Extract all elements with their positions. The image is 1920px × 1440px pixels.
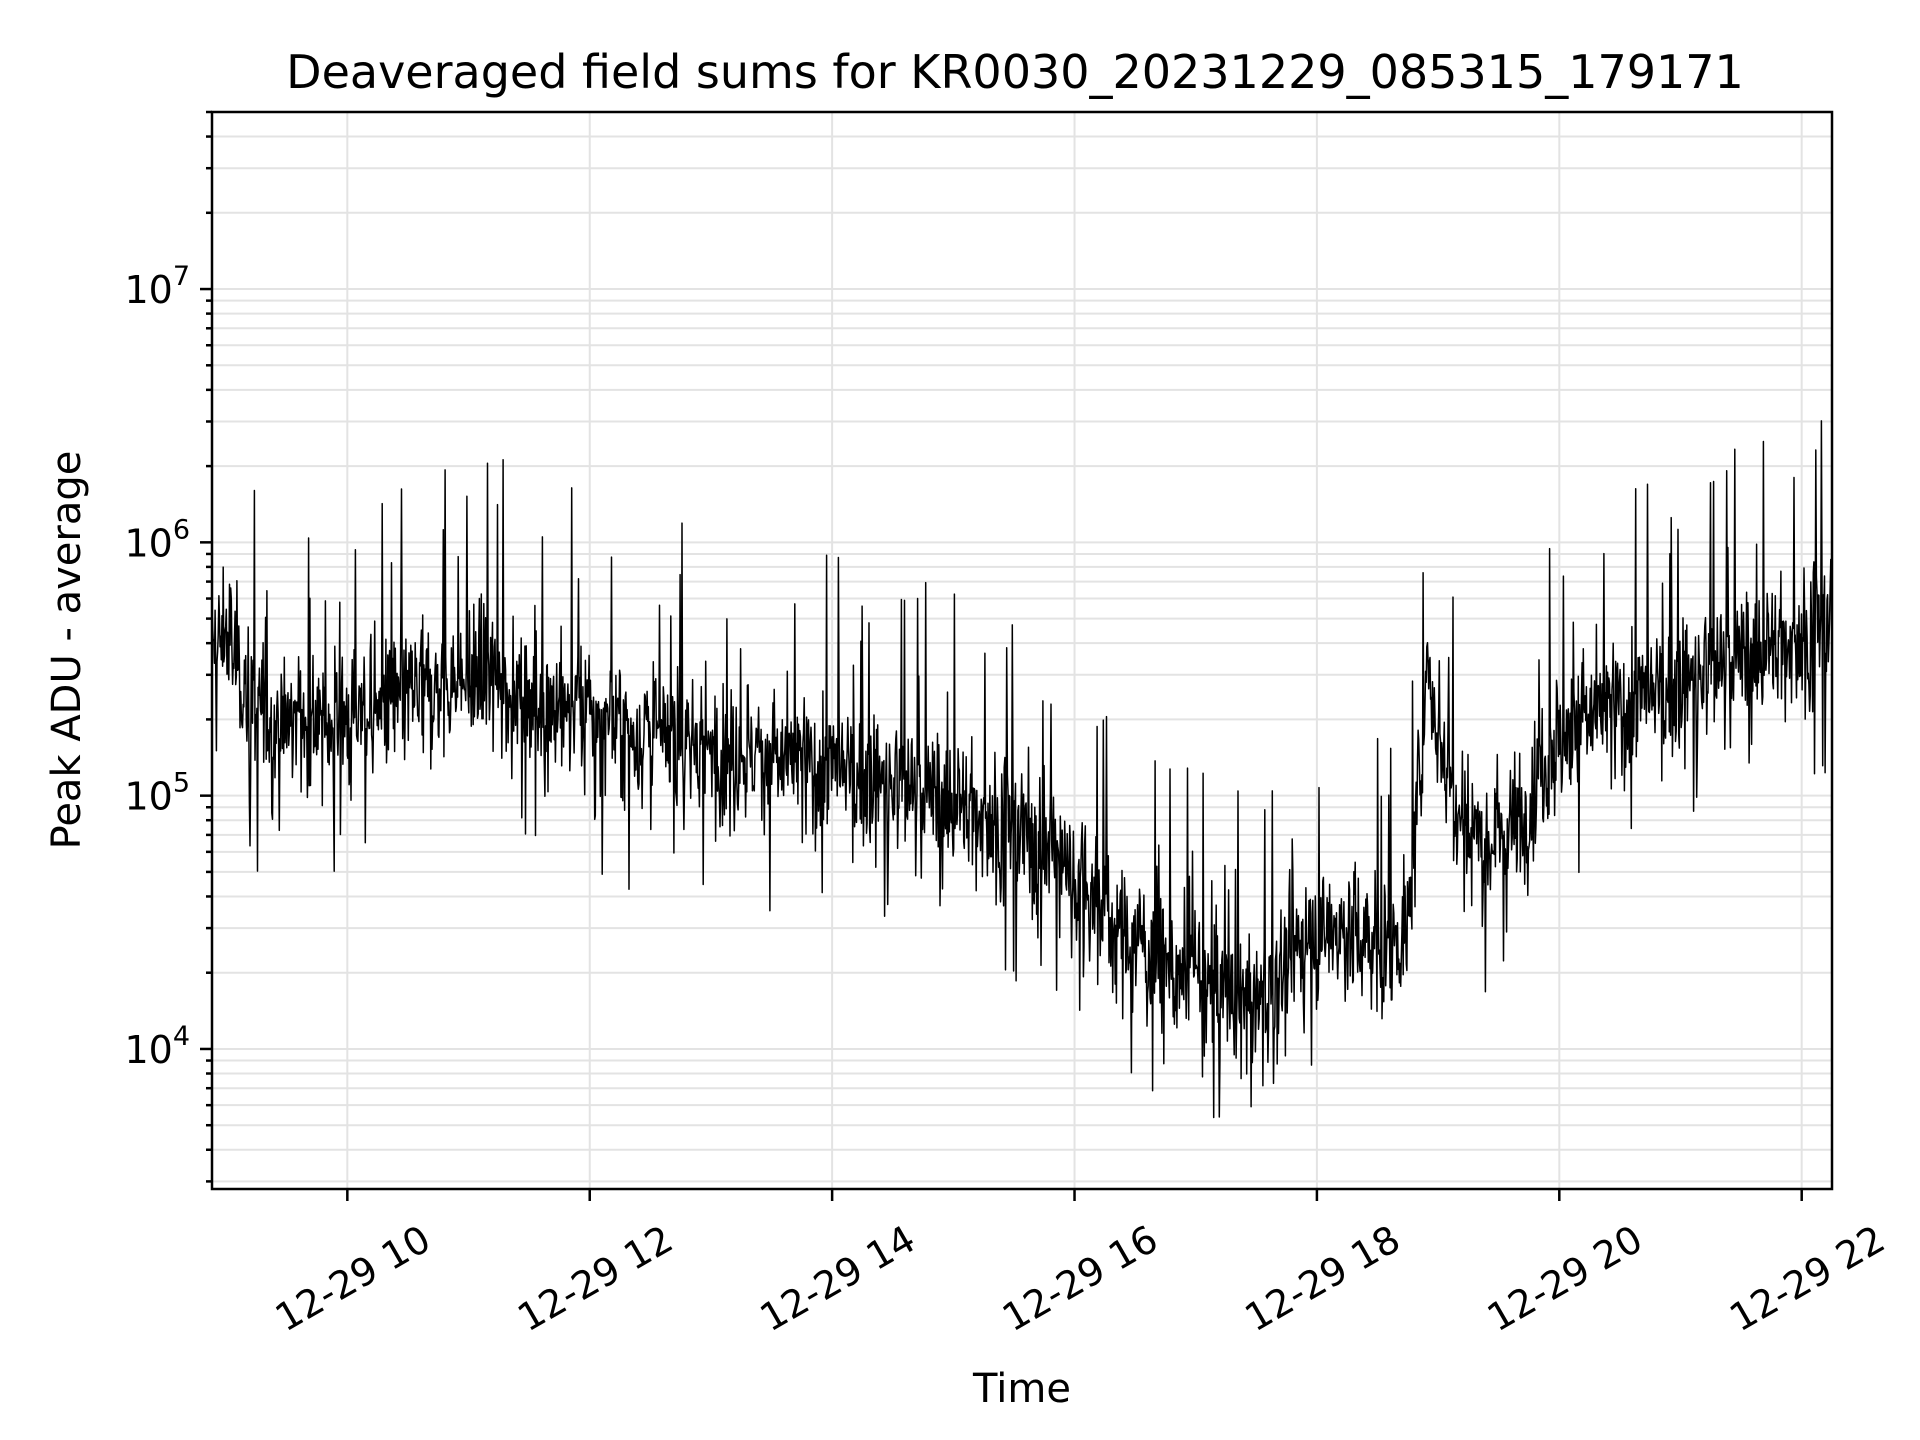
y-tick-label: 107 [124, 261, 190, 312]
x-tick-label: 12-29 10 [268, 1217, 438, 1341]
plot-frame [210, 110, 1834, 1191]
x-tick-label: 12-29 18 [1237, 1217, 1407, 1341]
x-axis-label: Time [972, 1366, 1071, 1412]
x-tick-label: 12-29 16 [995, 1217, 1165, 1341]
plot-area [211, 420, 1833, 1119]
y-tick-exponent: 4 [173, 1021, 190, 1052]
y-tick-base: 10 [124, 775, 172, 819]
x-tick-label: 12-29 12 [510, 1217, 680, 1341]
y-tick-label: 105 [124, 768, 190, 819]
x-tick-label: 12-29 22 [1722, 1217, 1892, 1341]
x-tick-label: 12-29 14 [753, 1217, 923, 1341]
y-tick-label: 106 [124, 514, 190, 565]
y-tick-base: 10 [124, 268, 172, 312]
series-line [211, 420, 1833, 1119]
y-tick-exponent: 7 [173, 261, 190, 292]
y-tick-exponent: 5 [173, 768, 190, 799]
y-tick-base: 10 [124, 1028, 172, 1072]
x-tick-label: 12-29 20 [1480, 1217, 1650, 1341]
grid [212, 111, 1832, 1189]
y-tick-exponent: 6 [173, 514, 190, 545]
chart-title: Deaveraged field sums for KR0030_2023122… [286, 45, 1744, 99]
y-tick-base: 10 [124, 521, 172, 565]
x-axis: 12-29 10 12-29 12 12-29 14 12-29 16 12-29 18… [268, 1189, 1892, 1340]
y-axis-label: Peak ADU - average [44, 451, 90, 850]
y-tick-label: 104 [124, 1021, 190, 1072]
